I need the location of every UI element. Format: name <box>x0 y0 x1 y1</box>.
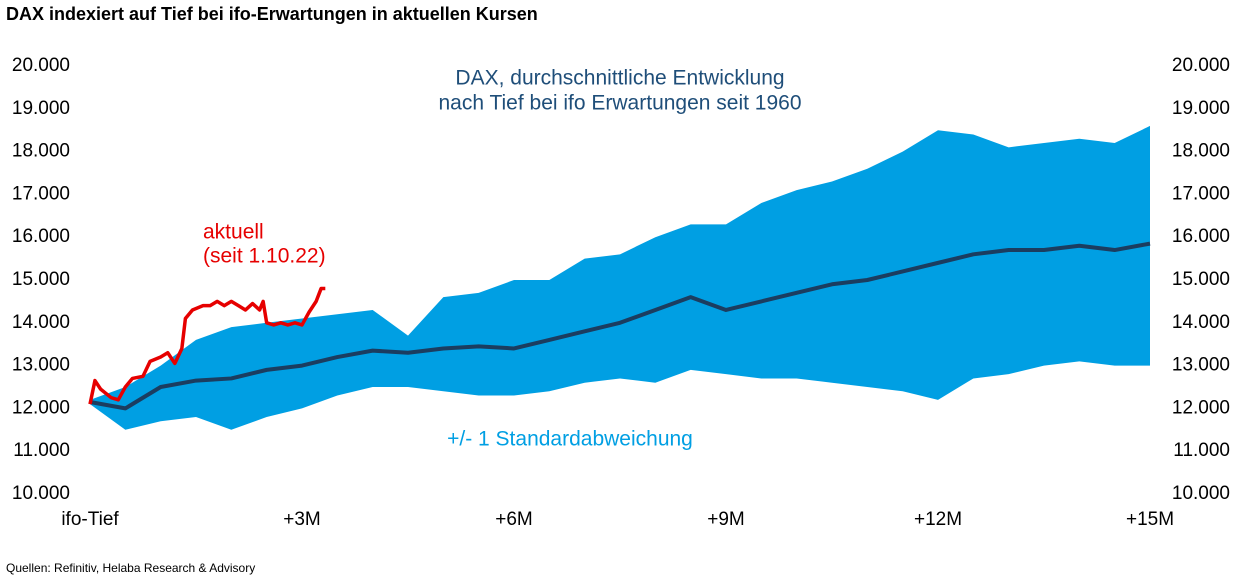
mean-line <box>89 241 1151 411</box>
std-band <box>90 125 1150 430</box>
y-tick-label: 13.000 <box>12 355 70 376</box>
annotation: nach Tief bei ifo Erwartungen seit 1960 <box>438 92 801 115</box>
y2-tick-label: 18.000 <box>1172 141 1230 162</box>
y-tick-label: 10.000 <box>12 483 70 504</box>
y-tick-label: 11.000 <box>13 440 70 461</box>
y2-tick-label: 10.000 <box>1172 483 1230 504</box>
y2-tick-label: 15.000 <box>1172 269 1230 290</box>
y2-tick-label: 17.000 <box>1172 183 1230 204</box>
y2-tick-label: 19.000 <box>1172 98 1230 119</box>
chart-title: DAX indexiert auf Tief bei ifo-Erwartung… <box>6 4 538 24</box>
y2-tick-label: 12.000 <box>1172 397 1230 418</box>
y-tick-label: 15.000 <box>12 269 70 290</box>
y2-tick-label: 11.000 <box>1173 440 1230 461</box>
y-tick-label: 16.000 <box>12 226 70 247</box>
y-tick-label: 20.000 <box>12 55 70 76</box>
annotation: DAX, durchschnittliche Entwicklung <box>455 67 784 90</box>
y-tick-label: 14.000 <box>12 312 70 333</box>
y-tick-label: 17.000 <box>12 183 70 204</box>
y-tick-label: 19.000 <box>12 98 70 119</box>
y2-tick-label: 16.000 <box>1172 226 1230 247</box>
x-tick-label: +9M <box>707 509 745 530</box>
x-tick-label: +3M <box>283 509 321 530</box>
y2-tick-label: 14.000 <box>1172 312 1230 333</box>
y-tick-label: 18.000 <box>12 141 70 162</box>
source-note: Quellen: Refinitiv, Helaba Research & Ad… <box>6 561 255 575</box>
annotation: aktuell <box>203 221 264 244</box>
x-tick-label: +12M <box>914 509 962 530</box>
current-line <box>88 286 326 405</box>
annotation: (seit 1.10.22) <box>203 245 326 268</box>
x-tick-label: +6M <box>495 509 533 530</box>
y2-tick-label: 13.000 <box>1172 355 1230 376</box>
y-tick-label: 12.000 <box>12 397 70 418</box>
x-tick-label: +15M <box>1126 509 1174 530</box>
y2-tick-label: 20.000 <box>1172 55 1230 76</box>
x-tick-label: ifo-Tief <box>61 509 119 530</box>
annotation: +/- 1 Standardabweichung <box>447 428 693 451</box>
